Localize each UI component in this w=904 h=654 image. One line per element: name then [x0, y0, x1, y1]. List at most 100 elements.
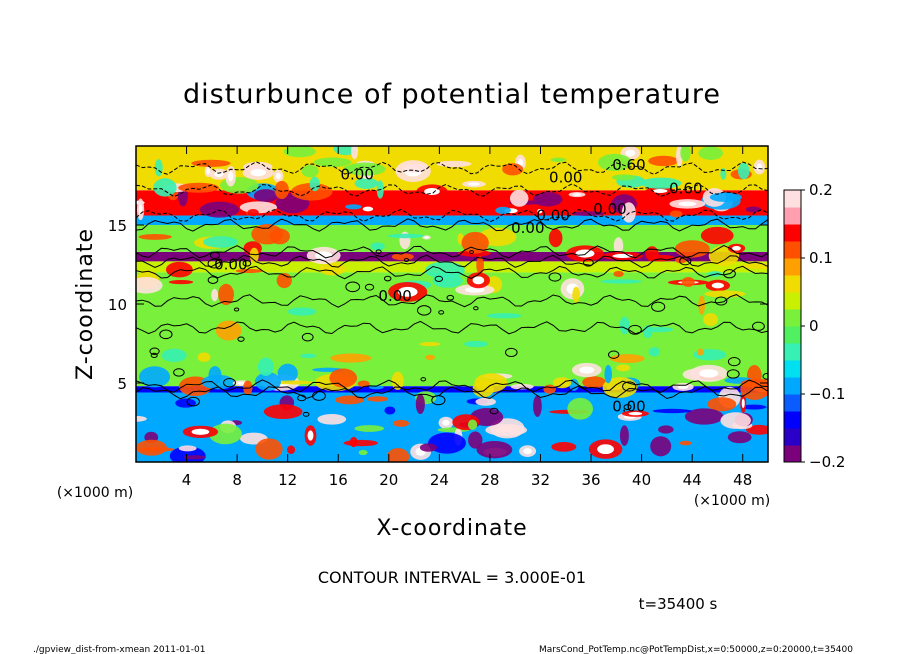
patch	[600, 279, 642, 284]
contour-loop	[679, 256, 692, 266]
patch	[467, 419, 478, 430]
contour-labels: 0.000.600.000.600.00 0.000.000.000.000.00	[214, 156, 702, 416]
patch-core	[678, 201, 697, 207]
contour-loop	[622, 381, 637, 392]
patch	[745, 206, 762, 213]
patch	[604, 365, 612, 384]
patch	[490, 418, 525, 439]
patch	[428, 432, 466, 454]
colorbar-swatch	[784, 326, 801, 344]
patch	[354, 177, 379, 189]
patch	[548, 228, 563, 248]
patch	[698, 146, 724, 160]
colorbar-ticks: 0.2 0.1 0 −0.1 −0.2	[801, 181, 845, 471]
colorbar-swatch	[784, 445, 801, 463]
patch-core	[711, 282, 724, 289]
patch	[391, 253, 414, 261]
patch-core	[699, 369, 719, 378]
x-axis: 4 8 12 16 20 24 28 32 36 40 44 48	[182, 146, 752, 489]
patch	[345, 204, 362, 210]
patch	[621, 202, 636, 223]
colorbar-swatch	[784, 241, 801, 259]
patch-core	[652, 188, 668, 193]
plot-area: 0.000.600.000.600.00 0.000.000.000.000.00	[136, 146, 768, 462]
patch	[401, 163, 427, 173]
patch	[669, 210, 683, 218]
contour-interval: CONTOUR INTERVAL = 3.000E-01	[318, 568, 586, 587]
y-tick-label: 15	[108, 217, 127, 235]
patch	[619, 425, 629, 446]
patch	[709, 192, 742, 202]
contour-label: 0.60	[669, 180, 702, 198]
colorbar-swatch	[784, 360, 801, 378]
contour-line	[136, 161, 768, 175]
disturbance-patches	[136, 146, 768, 462]
x-tick-label: 24	[430, 471, 449, 489]
patch	[161, 348, 187, 363]
contour-loop	[297, 394, 307, 402]
patch	[463, 340, 488, 348]
patch	[737, 162, 750, 180]
colorbar-swatch	[784, 309, 801, 327]
patch	[136, 277, 163, 294]
contour-loop	[489, 407, 499, 415]
contour-loop	[438, 310, 445, 315]
patch-core	[206, 168, 210, 175]
patch	[415, 394, 425, 415]
contour-label: 0.00	[593, 200, 626, 218]
colorbar-swatch	[784, 207, 801, 225]
contour-loop	[186, 396, 200, 407]
patch-core	[625, 149, 636, 157]
contour-loop	[237, 336, 245, 342]
patch	[582, 376, 607, 389]
patch	[419, 443, 438, 452]
patch	[263, 404, 303, 420]
patch	[317, 413, 347, 425]
contour-loop	[301, 332, 314, 342]
patch	[495, 206, 511, 215]
contour-line	[136, 265, 768, 280]
x-tick-label: 48	[733, 471, 752, 489]
patch	[475, 397, 497, 406]
patch	[571, 211, 605, 216]
patch	[257, 357, 274, 377]
x-tick-label: 36	[581, 471, 600, 489]
patch	[199, 201, 240, 218]
patch	[301, 164, 319, 178]
contour-line	[136, 385, 768, 400]
contour-label: 0.00	[340, 165, 373, 183]
contour-loop	[302, 411, 310, 417]
contour-loop	[504, 347, 518, 357]
colorbar	[783, 189, 802, 463]
colorbar-swatch	[784, 428, 801, 446]
patch	[703, 312, 718, 327]
contour-label: 0.00	[214, 256, 247, 274]
contour-loop	[173, 368, 185, 377]
patch	[648, 155, 679, 167]
patch	[432, 273, 463, 288]
patch	[384, 406, 396, 415]
patch	[235, 268, 263, 273]
contour-loop	[434, 275, 444, 282]
patch	[300, 353, 317, 358]
patch	[476, 440, 513, 459]
patch	[208, 366, 222, 385]
patch	[391, 371, 404, 391]
footer-right: MarsCond_PotTemp.nc@PotTempDist,x=0:5000…	[539, 645, 853, 654]
contour-loop	[150, 352, 158, 358]
patch	[613, 270, 624, 277]
contour-line	[136, 208, 768, 223]
x-tick-label: 16	[329, 471, 348, 489]
patch-core	[732, 246, 741, 251]
patch	[334, 395, 364, 405]
contour-loop	[623, 404, 632, 411]
colorbar-swatch	[784, 190, 801, 208]
patch-core	[307, 430, 314, 441]
colorbar-swatch	[784, 258, 801, 276]
patch	[211, 288, 219, 302]
patch	[424, 261, 465, 279]
patch	[684, 408, 724, 425]
x-tick-label: 40	[632, 471, 651, 489]
y-tick-label: 5	[117, 375, 127, 393]
patch-core	[575, 249, 595, 258]
